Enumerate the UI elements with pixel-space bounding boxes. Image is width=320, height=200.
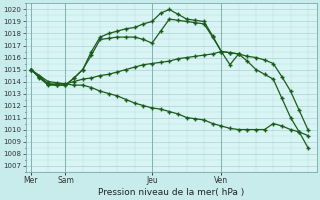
- X-axis label: Pression niveau de la mer( hPa ): Pression niveau de la mer( hPa ): [98, 188, 244, 197]
